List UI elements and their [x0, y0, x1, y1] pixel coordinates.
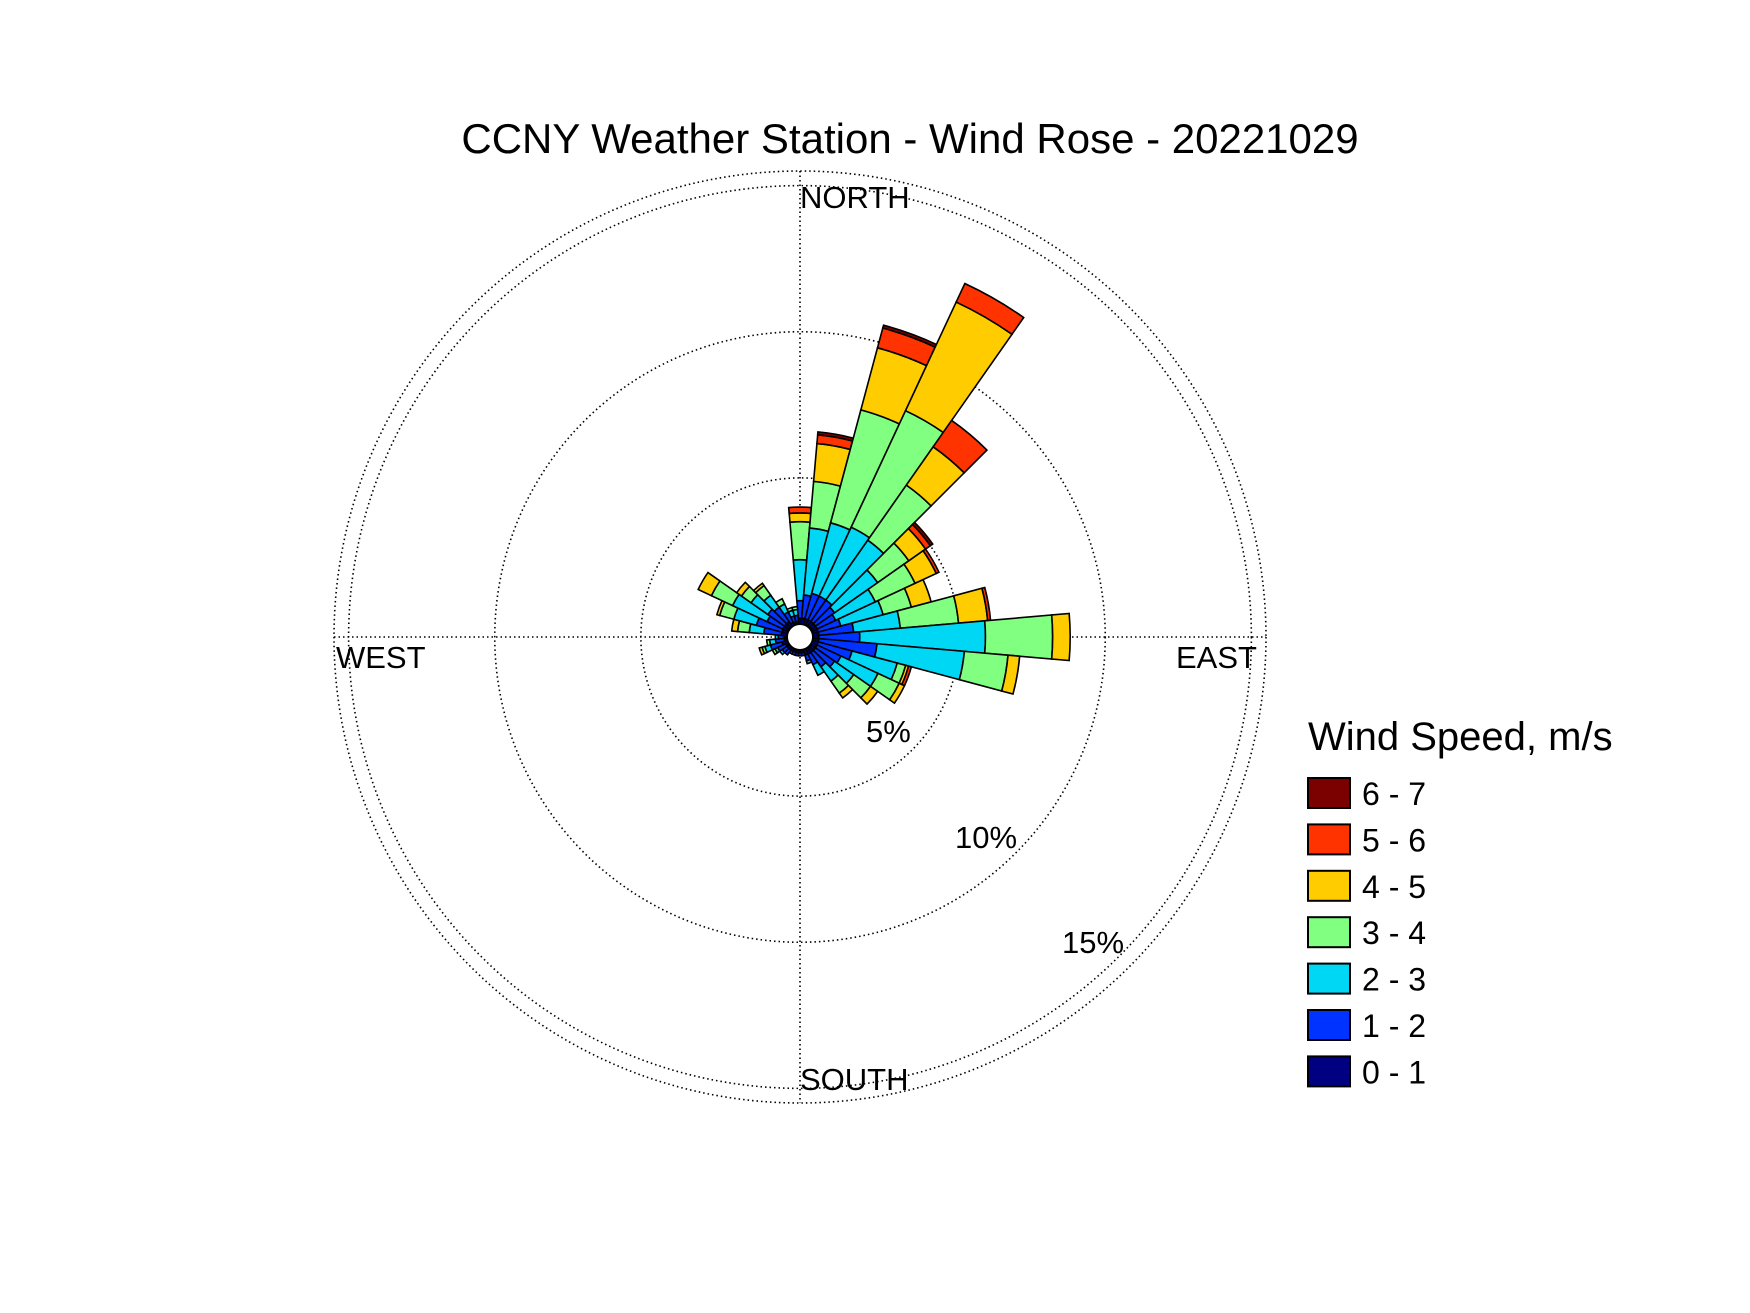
- sector-160deg-bin-2: [805, 658, 813, 665]
- direction-label-south: SOUTH: [800, 1062, 909, 1097]
- sector-310deg-bin-4: [735, 581, 751, 598]
- sector-90deg-bin-4: [1050, 612, 1071, 662]
- sector-0deg-bin-4: [788, 512, 812, 524]
- sector-250deg-bin-4: [758, 646, 766, 656]
- legend-swatch-3: [1307, 916, 1351, 949]
- legend-label-4: 2 - 3: [1362, 962, 1426, 998]
- sector-320deg-bin-4: [752, 582, 766, 594]
- direction-label-east: EAST: [1176, 640, 1257, 675]
- radial-tick-label-15: 15%: [1062, 925, 1124, 960]
- legend-swatch-2: [1307, 869, 1351, 902]
- radial-tick-label-5: 5%: [866, 714, 911, 749]
- sector-90deg-bin-3: [983, 614, 1054, 660]
- sector-350deg-bin-3: [791, 605, 799, 612]
- direction-label-north: NORTH: [800, 180, 910, 215]
- legend-label-0: 6 - 7: [1362, 776, 1426, 812]
- chart-title: CCNY Weather Station - Wind Rose - 20221…: [461, 115, 1358, 162]
- sector-50deg-bin-6: [911, 521, 934, 547]
- legend-swatch-4: [1307, 962, 1351, 995]
- legend-swatch-0: [1307, 777, 1351, 809]
- sector-100deg-bin-3: [958, 650, 1009, 693]
- legend-swatch-1: [1307, 823, 1351, 856]
- sector-40deg-bin-5: [932, 419, 989, 474]
- legend-swatch-6: [1307, 1055, 1351, 1088]
- sector-120deg-bin-4: [888, 682, 906, 705]
- sector-60deg-bin-5: [922, 547, 940, 575]
- sector-0deg-bin-5: [787, 506, 813, 515]
- sector-30deg-bin-5: [955, 282, 1025, 336]
- wind-sectors: [697, 282, 1071, 706]
- legend-swatch-5: [1307, 1009, 1351, 1041]
- sector-130deg-bin-4: [859, 685, 879, 706]
- legend-title: Wind Speed, m/s: [1308, 715, 1613, 759]
- legend-label-6: 0 - 1: [1362, 1054, 1426, 1090]
- sector-300deg-bin-4: [697, 571, 722, 597]
- sector-260deg-bin-3: [765, 638, 772, 647]
- sector-150deg-bin-2: [811, 660, 826, 677]
- calm-center-circle: [786, 623, 814, 651]
- direction-label-west: WEST: [336, 640, 426, 675]
- legend-label-5: 1 - 2: [1362, 1008, 1426, 1044]
- legend-label-1: 5 - 6: [1362, 822, 1426, 858]
- grid-circle-10: [493, 330, 1107, 944]
- legend: Wind Speed, m/s 6 - 7 5 - 6 4 - 5 3 - 4 2 - …: [1307, 715, 1613, 1090]
- radial-tick-label-10: 10%: [955, 820, 1017, 855]
- sector-330deg-bin-3: [774, 597, 786, 609]
- sector-100deg-bin-4: [1000, 654, 1021, 696]
- legend-label-3: 3 - 4: [1362, 915, 1426, 951]
- legend-label-2: 4 - 5: [1362, 869, 1426, 905]
- sector-140deg-bin-4: [838, 684, 854, 700]
